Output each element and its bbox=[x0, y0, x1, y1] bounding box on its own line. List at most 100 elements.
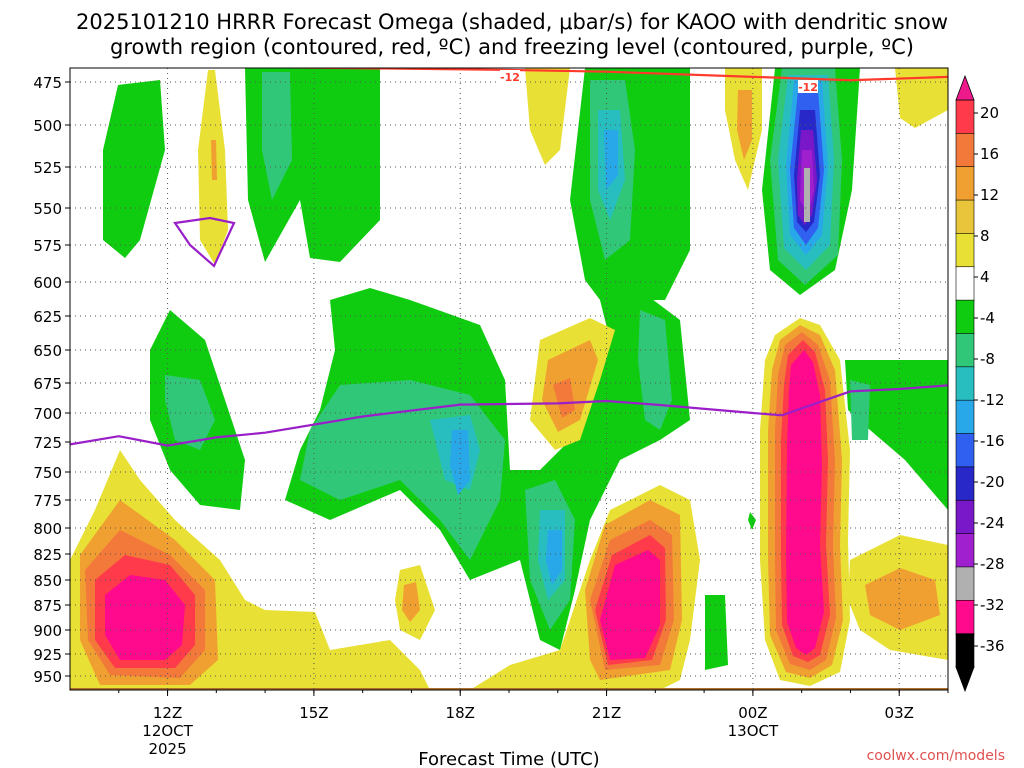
ytick-label-725: 725 bbox=[33, 434, 62, 452]
ytick-label-750: 750 bbox=[33, 464, 62, 482]
colorbar-label--4: -4 bbox=[980, 309, 995, 327]
colorbar-label--16: -16 bbox=[980, 432, 1005, 450]
blue-core-lower bbox=[546, 530, 562, 585]
chart-title-line1: 2025101210 HRRR Forecast Omega (shaded, … bbox=[76, 10, 948, 34]
grid-lines bbox=[70, 68, 948, 690]
ytick-label-900: 900 bbox=[33, 622, 62, 640]
yellow-region-far-top-right bbox=[895, 68, 948, 128]
ytick-label-825: 825 bbox=[33, 546, 62, 564]
colorbar-swatch bbox=[955, 566, 975, 602]
x-axis-label: Forecast Time (UTC) bbox=[418, 749, 599, 768]
colorbar-swatch bbox=[955, 433, 975, 468]
magenta-column-0130z bbox=[786, 350, 824, 655]
teal-core-top-left bbox=[262, 72, 292, 200]
svg-text:-12: -12 bbox=[500, 71, 520, 84]
colorbar-swatch bbox=[955, 266, 975, 301]
ytick-label-475: 475 bbox=[33, 74, 62, 92]
green-region-upper-left bbox=[103, 80, 165, 258]
credit-url: coolwx.com/models bbox=[867, 748, 1005, 764]
ytick-label-925: 925 bbox=[33, 646, 62, 664]
xtick-year-12Z: 2025 bbox=[148, 740, 186, 758]
xtick-label-15Z: 15Z bbox=[299, 704, 328, 722]
colorbar-arrow-bottom bbox=[955, 666, 975, 693]
colorbar-label-12: 12 bbox=[980, 186, 999, 204]
colorbar-swatch bbox=[955, 533, 975, 568]
colorbar-label-8: 8 bbox=[980, 227, 990, 245]
magenta-core-lower-left bbox=[105, 575, 185, 660]
dendritic-growth-contour bbox=[248, 68, 948, 82]
colorbar-swatch bbox=[955, 99, 975, 135]
colorbar-swatch bbox=[955, 199, 975, 235]
colorbar-label--28: -28 bbox=[980, 555, 1005, 573]
green-region-small-bottom bbox=[705, 595, 728, 670]
ytick-label-650: 650 bbox=[33, 342, 62, 360]
colorbar-swatch bbox=[955, 133, 975, 168]
ytick-label-950: 950 bbox=[33, 668, 62, 686]
colorbar-swatch bbox=[955, 466, 975, 502]
green-region-tiny bbox=[748, 512, 756, 530]
colorbar-swatch bbox=[955, 599, 975, 635]
orange-spot-lower-center bbox=[402, 582, 420, 622]
xtick-date-00Z: 13OCT bbox=[728, 722, 779, 740]
colorbar-label-16: 16 bbox=[980, 145, 999, 163]
orange-region-lower-right bbox=[865, 568, 940, 630]
orange-region-top-right bbox=[737, 90, 752, 160]
colorbar-label-4: 4 bbox=[980, 268, 990, 286]
omega-shading bbox=[70, 68, 948, 690]
ytick-label-800: 800 bbox=[33, 520, 62, 538]
colorbar-swatch bbox=[955, 399, 975, 435]
teal-core-far-right bbox=[850, 380, 870, 440]
ground-strip bbox=[70, 688, 948, 690]
y-axis-ticks: 475 500 525 550 575 600 625 650 675 700 725 750 775 8… bbox=[33, 74, 70, 686]
ytick-label-700: 700 bbox=[33, 405, 62, 423]
ytick-label-525: 525 bbox=[33, 159, 62, 177]
colorbar-label--36: -36 bbox=[980, 637, 1005, 655]
dgz-label-1: -12 bbox=[500, 70, 520, 84]
colorbar-swatch bbox=[955, 499, 975, 535]
freezing-level-closed-loop bbox=[173, 216, 236, 268]
xtick-label-21Z: 21Z bbox=[592, 704, 621, 722]
colorbar-swatch bbox=[955, 233, 975, 268]
ytick-label-550: 550 bbox=[33, 200, 62, 218]
ytick-label-675: 675 bbox=[33, 375, 62, 393]
dgz-label-2: -12 bbox=[798, 80, 818, 94]
colorbar-arrow-top bbox=[955, 74, 975, 101]
colorbar-swatch bbox=[955, 333, 975, 368]
ytick-label-575: 575 bbox=[33, 237, 62, 255]
ytick-label-775: 775 bbox=[33, 492, 62, 510]
orange-column-top bbox=[211, 140, 217, 180]
xtick-label-03Z: 03Z bbox=[885, 704, 914, 722]
colorbar-label--12: -12 bbox=[980, 391, 1005, 409]
green-region-far-right bbox=[845, 360, 948, 510]
ytick-label-600: 600 bbox=[33, 274, 62, 292]
colorbar-label--32: -32 bbox=[980, 596, 1005, 614]
svg-text:-12: -12 bbox=[798, 81, 818, 94]
colorbar-swatch bbox=[955, 166, 975, 201]
xtick-date-12Z: 12OCT bbox=[142, 722, 193, 740]
xtick-label-18Z: 18Z bbox=[446, 704, 475, 722]
colorbar-label--24: -24 bbox=[980, 514, 1005, 532]
blue-core-upper-right bbox=[604, 130, 618, 190]
teal-core-right-mid bbox=[638, 310, 672, 430]
colorbar-swatch bbox=[955, 366, 975, 401]
xtick-label-12Z: 12Z bbox=[153, 704, 182, 722]
colorbar-label-20: 20 bbox=[980, 104, 999, 122]
colorbar: 20 16 12 8 4 -4 -8 -12 -16 -20 -24 -28 -32 -36 bbox=[955, 74, 1005, 693]
freezing-level-contour bbox=[70, 384, 948, 447]
yellow-region-mid-top bbox=[525, 68, 570, 165]
ytick-label-500: 500 bbox=[33, 117, 62, 135]
plot-border bbox=[69, 67, 949, 691]
ytick-label-625: 625 bbox=[33, 308, 62, 326]
ytick-label-875: 875 bbox=[33, 597, 62, 615]
colorbar-swatch bbox=[955, 299, 975, 335]
xtick-label-00Z: 00Z bbox=[738, 704, 767, 722]
strong-uplift-gray bbox=[804, 168, 810, 222]
colorbar-label--8: -8 bbox=[980, 350, 995, 368]
colorbar-label--20: -20 bbox=[980, 473, 1005, 491]
chart-title-line2: growth region (contoured, red, ºC) and f… bbox=[110, 35, 914, 59]
dark-orange-region-mid bbox=[553, 378, 575, 418]
colorbar-swatch bbox=[955, 633, 975, 668]
ytick-label-850: 850 bbox=[33, 572, 62, 590]
